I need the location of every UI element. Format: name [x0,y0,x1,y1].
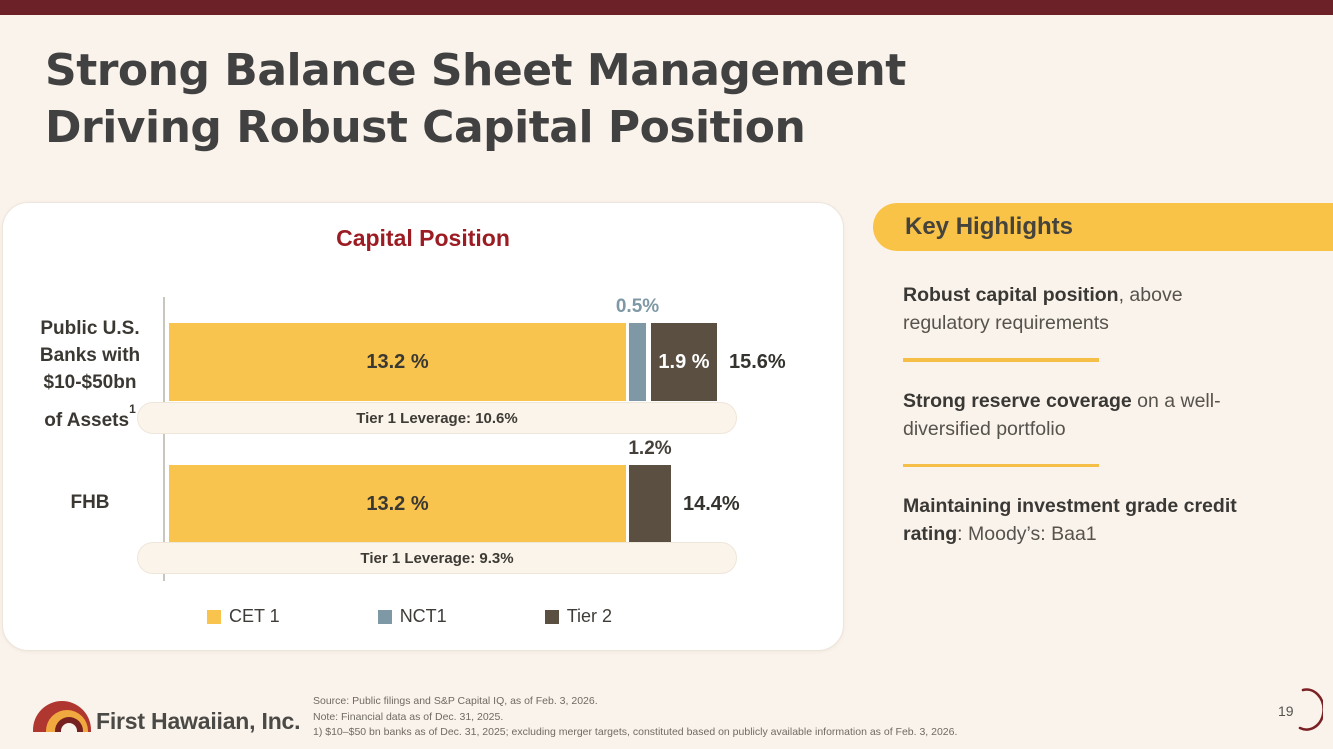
source-notes: Source: Public filings and S&P Capital I… [313,694,957,741]
category-label-line: Public U.S. [40,318,140,339]
highlight-item: Maintaining investment grade credit rati… [903,495,1237,545]
key-highlights-header: Key Highlights [873,203,1333,251]
segment-value-label: 1.2% [628,438,672,459]
category-label-line: of Assets1 [44,402,136,431]
category-label-line: FHB [70,491,110,513]
legend-item-nct1: NCT1 [377,606,447,627]
source-line: 1) $10–$50 bn banks as of Dec. 31, 2025;… [313,726,958,738]
category-label-fhb: FHB [19,463,161,541]
bar-segment-tier2: 1.2% [628,438,672,543]
legend-item-tier2: Tier 2 [544,606,613,627]
source-line: Note: Financial data as of Dec. 31, 2025… [313,710,504,723]
leverage-note-public-banks: Tier 1 Leverage: 10.6% [137,402,737,434]
bar-segment-tier2: 1.9 % [651,323,717,401]
highlight-divider [903,463,1099,467]
logo-arc-center [61,723,77,732]
bar-row-public-banks: 13.2 % 0.5% 1.9 % 15.6% [169,296,786,401]
category-label-public-banks: Public U.S. Banks with $10-$50bn of Assets1 [19,315,161,434]
legend-label: Tier 2 [566,606,613,626]
highlight-divider [903,358,1099,362]
page-number-arc-icon [1298,688,1323,731]
bar-total-label: 15.6% [729,350,786,373]
legend-label: NCT1 [399,606,447,626]
leverage-note-fhb: Tier 1 Leverage: 9.3% [137,542,737,574]
chart-legend: CET 1 NCT1 Tier 2 [207,606,612,627]
first-hawaiian-rainbow-logo-icon [33,696,91,732]
highlight-item: Robust capital position, above regulator… [903,284,1183,334]
key-highlights-list: Robust capital position, above regulator… [903,281,1258,548]
footnote-superscript: 1 [129,402,136,416]
legend-swatch [207,609,221,624]
slide-title: Strong Balance Sheet Management Driving … [45,42,1045,156]
highlight-item: Strong reserve coverage on a well-divers… [903,389,1221,440]
slide-title-line1: Strong Balance Sheet Management [45,45,906,96]
legend-item-cet1: CET 1 [207,606,280,627]
slide-title-line2: Driving Robust Capital Position [45,102,806,153]
key-highlights-title: Key Highlights [905,213,1074,240]
legend-swatch [544,609,559,624]
chart-title: Capital Position [336,225,510,251]
top-accent-bar [0,0,1333,15]
bar-segment-cet1: 13.2 % [169,465,626,543]
legend-label: CET 1 [229,606,280,626]
segment-value-label: 0.5% [615,296,660,317]
segment-value-label: 13.2 % [366,350,429,373]
bar-total-label: 14.4% [683,492,740,515]
legend-swatch [377,609,392,624]
bar-segment-nct1: 0.5% [616,296,659,401]
source-line: Source: Public filings and S&P Capital I… [313,695,598,707]
bar-segment-cet1: 13.2 % [169,323,626,401]
page-number: 19 [1278,703,1294,719]
bar-row-fhb: 13.2 % 1.2% 14.4% [169,438,740,543]
category-label-line: $10-$50bn [43,372,137,393]
chart-axis-line [163,297,165,581]
segment-value-label: 13.2 % [366,492,429,515]
segment-value-label: 1.9 % [658,350,710,373]
category-label-line: Banks with [39,345,141,366]
capital-position-card: Capital Position Public U.S. Banks with $1… [2,202,844,651]
company-wordmark: First Hawaiian, Inc. [96,708,301,734]
